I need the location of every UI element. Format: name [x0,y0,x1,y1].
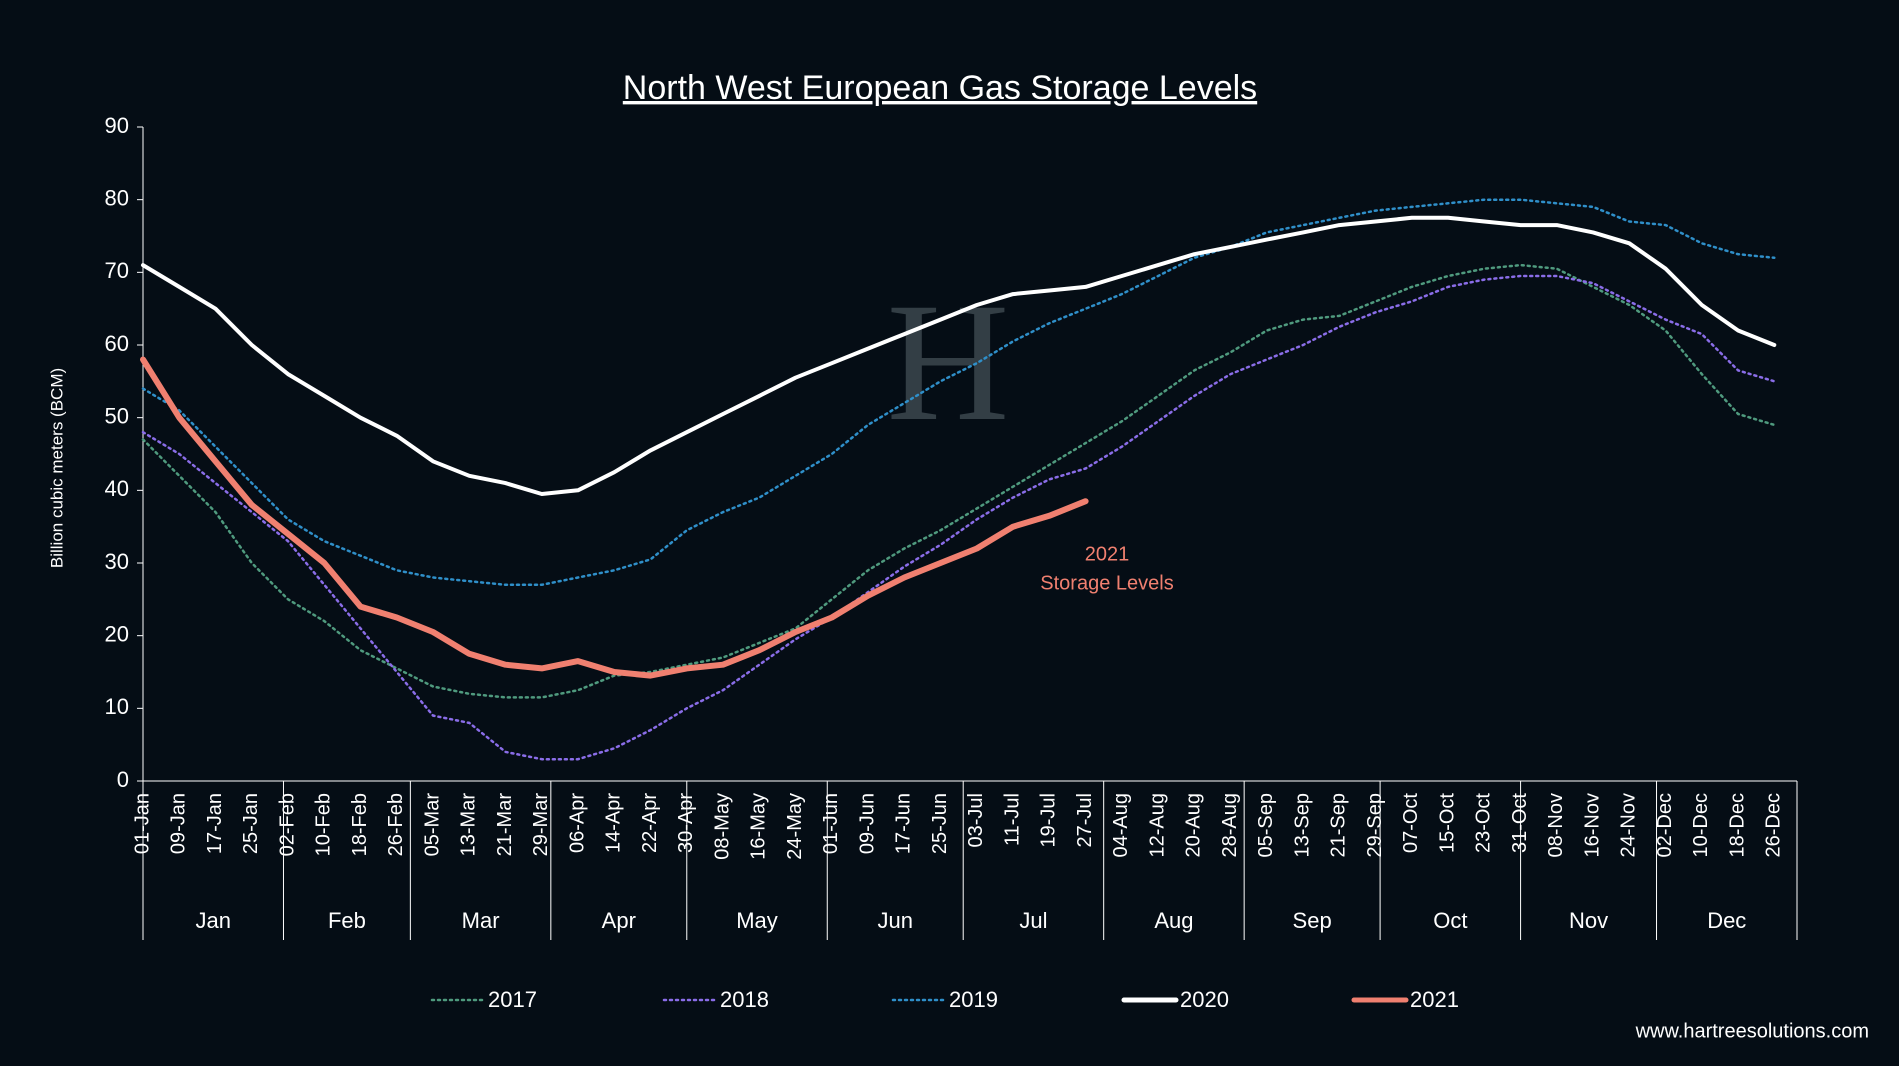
x-tick-label: 26-Feb [385,793,407,856]
source: www.hartreesolutions.com [1635,1020,1869,1042]
series-line [141,198,1776,587]
x-tick-label: 25-Jan [240,793,262,854]
month-label: Aug [1154,908,1193,933]
y-tick-label: 20 [105,621,129,646]
x-tick-label: 30-Apr [675,793,697,853]
x-tick-label: 03-Jul [965,793,987,847]
x-tick-label: 14-Apr [603,793,625,853]
x-tick-label: 09-Jan [168,793,190,854]
series-line [140,356,1089,679]
month-label: Nov [1569,908,1608,933]
y-tick-label: 60 [105,331,129,356]
x-tick-label: 10-Dec [1690,793,1712,857]
y-axis-title: Billion cubic meters (BCM) [47,368,66,568]
x-tick-label: 29-Sep [1364,793,1386,858]
month-label: Oct [1433,908,1467,933]
y-tick-label: 50 [105,403,129,428]
x-tick-label: 04-Aug [1110,793,1132,858]
x-tick-label: 02-Dec [1654,793,1676,857]
x-tick-label: 07-Oct [1400,793,1422,853]
y-tick-label: 10 [105,694,129,719]
month-label: Dec [1707,908,1746,933]
x-tick-label: 18-Feb [349,793,371,856]
x-tick-label: 17-Jun [893,793,915,854]
y-tick-label: 80 [105,185,129,210]
month-label: May [736,908,778,933]
legend-label: 2020 [1180,987,1229,1012]
x-tick-label: 11-Jul [1001,793,1023,846]
x-tick-label: 05-Sep [1255,793,1277,858]
annotation: Storage Levels [1040,572,1173,594]
x-tick-label: 31-Oct [1509,793,1531,853]
legend-label: 2017 [488,987,537,1012]
x-tick-label: 24-Nov [1618,793,1640,857]
watermark-logo: H [887,268,1010,456]
x-tick-label: 19-Jul [1038,793,1060,847]
x-tick-label: 21-Sep [1328,793,1350,858]
x-tick-label: 02-Feb [276,793,298,856]
x-tick-label: 18-Dec [1726,793,1748,857]
x-tick-label: 05-Mar [421,793,443,857]
x-tick-label: 28-Aug [1219,793,1241,858]
x-tick-label: 16-Nov [1581,793,1603,857]
month-label: Jan [195,908,230,933]
x-tick-label: 17-Jan [204,793,226,854]
legend-label: 2021 [1410,987,1459,1012]
x-tick-label: 09-Jun [856,793,878,854]
legend-label: 2019 [949,987,998,1012]
x-tick-label: 13-Sep [1291,793,1313,858]
x-tick-label: 08-May [711,793,733,860]
legend-label: 2018 [720,987,769,1012]
x-tick-label: 20-Aug [1183,793,1205,858]
x-tick-label: 16-May [748,793,770,860]
month-label: Apr [602,908,636,933]
x-tick-label: 26-Dec [1763,793,1785,857]
y-tick-label: 40 [105,476,129,501]
x-tick-label: 29-Mar [530,793,552,857]
month-label: Mar [462,908,500,933]
x-tick-label: 10-Feb [313,793,335,856]
month-label: Jul [1019,908,1047,933]
annotation: 2021 [1085,543,1130,565]
series-line [141,274,1776,761]
y-tick-label: 70 [105,258,129,283]
x-tick-label: 01-Jun [820,793,842,854]
x-tick-label: 22-Apr [639,793,661,853]
y-tick-label: 30 [105,549,129,574]
x-tick-label: 13-Mar [458,793,480,857]
month-label: Sep [1293,908,1332,933]
y-tick-label: 0 [117,767,129,792]
month-label: Feb [328,908,366,933]
x-tick-label: 01-Jan [131,793,153,854]
x-tick-label: 25-Jun [929,793,951,854]
x-tick-label: 12-Aug [1146,793,1168,858]
x-tick-label: 24-May [784,793,806,860]
series-line [141,263,1776,699]
x-tick-label: 08-Nov [1545,793,1567,857]
x-tick-label: 27-Jul [1074,793,1096,847]
watermark: H [887,268,1010,456]
x-tick-label: 15-Oct [1436,793,1458,853]
x-tick-label: 06-Apr [566,793,588,853]
chart-title: North West European Gas Storage Levels [623,69,1257,107]
month-label: Jun [877,908,912,933]
x-tick-label: 23-Oct [1473,793,1495,853]
y-tick-label: 90 [105,113,129,138]
series-line [141,215,1777,496]
x-tick-label: 21-Mar [494,793,516,857]
